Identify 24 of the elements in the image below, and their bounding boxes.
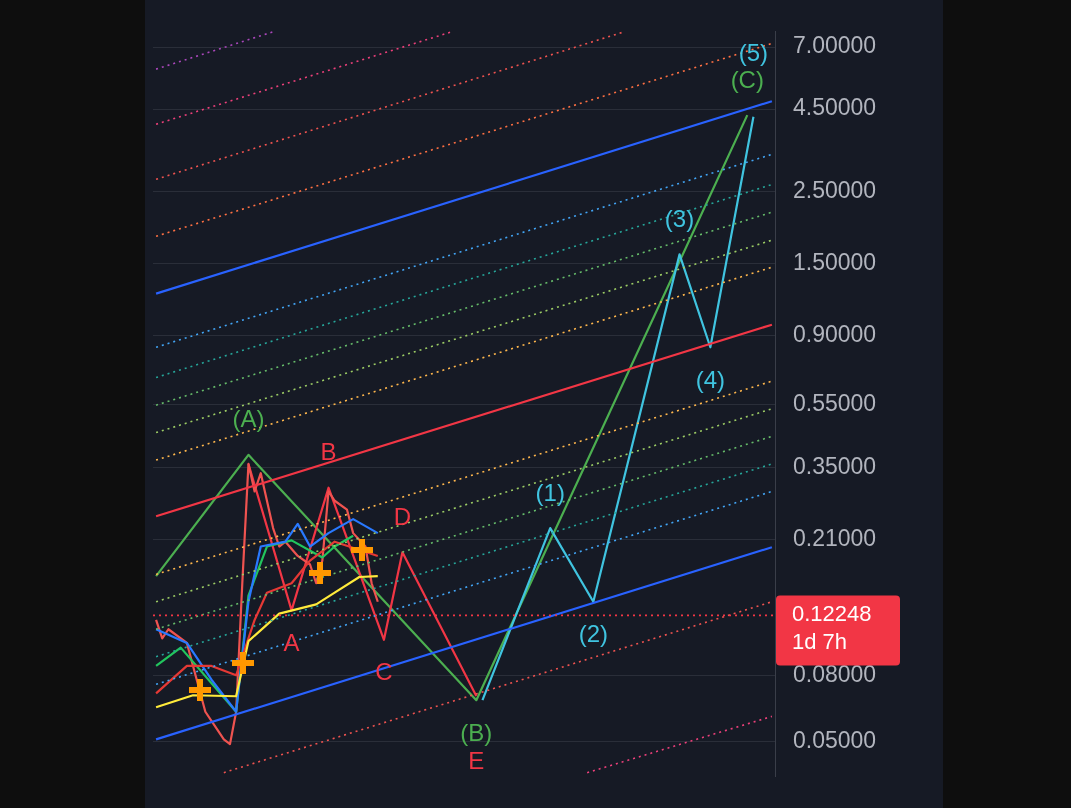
- annotation: (A): [232, 405, 265, 433]
- y-tick-label: 0.21000: [793, 525, 877, 552]
- annotation: (5): [738, 39, 769, 67]
- y-tick-label: 4.50000: [793, 94, 877, 121]
- annotation: D: [393, 502, 412, 530]
- y-tick-label: 7.00000: [793, 32, 877, 59]
- y-tick-label: 0.05000: [793, 726, 877, 753]
- annotation: B: [320, 438, 337, 466]
- annotation: A: [283, 628, 300, 656]
- annotation: (2): [578, 620, 608, 648]
- y-tick-label: 0.08000: [793, 660, 877, 687]
- annotation: (3): [664, 204, 695, 232]
- text: 1d 7h: [792, 629, 848, 655]
- y-tick-label: 0.35000: [793, 453, 877, 480]
- ref-line-label: 0.12248: [792, 601, 872, 627]
- y-tick-label: 1.50000: [793, 248, 877, 275]
- annotation: E: [468, 746, 485, 774]
- y-tick-label: 2.50000: [793, 177, 877, 204]
- annotation: (C): [730, 65, 764, 93]
- annotation: (4): [695, 365, 726, 393]
- y-tick-label: 0.55000: [793, 389, 877, 416]
- y-tick-label: 0.90000: [793, 320, 877, 347]
- annotation: (1): [535, 478, 565, 506]
- annotation: (B): [460, 718, 493, 746]
